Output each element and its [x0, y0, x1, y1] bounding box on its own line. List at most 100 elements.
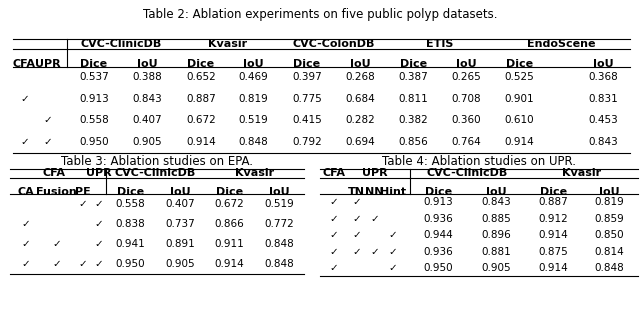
Text: 0.913: 0.913	[79, 94, 109, 104]
Text: 0.387: 0.387	[399, 72, 428, 82]
Text: ✓: ✓	[20, 137, 29, 147]
Text: Dice: Dice	[506, 59, 533, 69]
Text: ✓: ✓	[330, 230, 339, 240]
Text: ✓: ✓	[352, 247, 361, 257]
Text: ✓: ✓	[79, 199, 88, 209]
Text: IoU: IoU	[269, 187, 289, 197]
Text: UPR: UPR	[86, 168, 112, 178]
Text: 0.838: 0.838	[116, 219, 145, 229]
Text: 0.848: 0.848	[264, 239, 294, 249]
Text: CFA: CFA	[323, 168, 346, 178]
Text: TN: TN	[348, 187, 365, 197]
Text: 0.775: 0.775	[292, 94, 322, 104]
Text: EndoScene: EndoScene	[527, 39, 596, 49]
Text: 0.694: 0.694	[345, 137, 374, 147]
Text: ✓: ✓	[21, 239, 30, 249]
Text: IoU: IoU	[349, 59, 370, 69]
Text: 0.843: 0.843	[589, 137, 618, 147]
Text: 0.901: 0.901	[505, 94, 534, 104]
Text: 0.912: 0.912	[539, 214, 568, 224]
Text: 0.950: 0.950	[116, 259, 145, 269]
Text: 0.913: 0.913	[424, 197, 453, 207]
Text: 0.652: 0.652	[186, 72, 216, 82]
Text: 0.737: 0.737	[165, 219, 195, 229]
Text: IoU: IoU	[137, 59, 157, 69]
Text: ✓: ✓	[52, 259, 61, 269]
Text: ✓: ✓	[330, 247, 339, 257]
Text: 0.772: 0.772	[264, 219, 294, 229]
Text: 0.887: 0.887	[539, 197, 568, 207]
Text: 0.265: 0.265	[451, 72, 481, 82]
Text: Dice: Dice	[540, 187, 567, 197]
Text: 0.911: 0.911	[215, 239, 244, 249]
Text: 0.407: 0.407	[132, 115, 162, 126]
Text: 0.469: 0.469	[239, 72, 268, 82]
Text: 0.905: 0.905	[481, 263, 511, 273]
Text: UPR: UPR	[362, 168, 388, 178]
Text: 0.850: 0.850	[595, 230, 624, 240]
Text: Dice: Dice	[188, 59, 214, 69]
Text: 0.558: 0.558	[79, 115, 109, 126]
Text: 0.684: 0.684	[345, 94, 374, 104]
Text: 0.415: 0.415	[292, 115, 322, 126]
Text: 0.859: 0.859	[595, 214, 624, 224]
Text: 0.519: 0.519	[239, 115, 268, 126]
Text: Dice: Dice	[400, 59, 427, 69]
Text: ✓: ✓	[352, 230, 361, 240]
Text: IoU: IoU	[243, 59, 264, 69]
Text: 0.881: 0.881	[481, 247, 511, 257]
Text: 0.848: 0.848	[264, 259, 294, 269]
Text: 0.453: 0.453	[589, 115, 618, 126]
Text: 0.914: 0.914	[186, 137, 216, 147]
Text: 0.885: 0.885	[481, 214, 511, 224]
Text: UPR: UPR	[35, 59, 60, 69]
Text: 0.866: 0.866	[215, 219, 244, 229]
Text: 0.268: 0.268	[345, 72, 374, 82]
Text: Table 3: Ablation studies on EPA.: Table 3: Ablation studies on EPA.	[61, 155, 253, 168]
Text: 0.843: 0.843	[132, 94, 162, 104]
Text: 0.950: 0.950	[424, 263, 453, 273]
Text: 0.848: 0.848	[239, 137, 268, 147]
Text: CVC-ColonDB: CVC-ColonDB	[292, 39, 374, 49]
Text: 0.407: 0.407	[165, 199, 195, 209]
Text: 0.856: 0.856	[399, 137, 428, 147]
Text: CFA: CFA	[13, 59, 36, 69]
Text: 0.811: 0.811	[399, 94, 428, 104]
Text: Kvasir: Kvasir	[235, 168, 274, 178]
Text: NN: NN	[365, 187, 383, 197]
Text: 0.360: 0.360	[451, 115, 481, 126]
Text: ✓: ✓	[21, 219, 30, 229]
Text: 0.887: 0.887	[186, 94, 216, 104]
Text: 0.525: 0.525	[505, 72, 534, 82]
Text: Dice: Dice	[294, 59, 321, 69]
Text: ✓: ✓	[20, 94, 29, 104]
Text: Dice: Dice	[425, 187, 452, 197]
Text: 0.914: 0.914	[539, 230, 568, 240]
Text: 0.905: 0.905	[165, 259, 195, 269]
Text: IoU: IoU	[599, 187, 620, 197]
Text: ✓: ✓	[388, 247, 397, 257]
Text: ✓: ✓	[95, 239, 104, 249]
Text: PE: PE	[76, 187, 91, 197]
Text: 0.936: 0.936	[424, 247, 453, 257]
Text: 0.672: 0.672	[215, 199, 244, 209]
Text: Kvasir: Kvasir	[562, 168, 601, 178]
Text: CVC-ClinicDB: CVC-ClinicDB	[115, 168, 196, 178]
Text: IoU: IoU	[593, 59, 614, 69]
Text: ✓: ✓	[330, 214, 339, 224]
Text: ✓: ✓	[95, 199, 104, 209]
Text: 0.397: 0.397	[292, 72, 322, 82]
Text: 0.914: 0.914	[505, 137, 534, 147]
Text: ✓: ✓	[21, 259, 30, 269]
Text: 0.819: 0.819	[239, 94, 268, 104]
Text: Table 2: Ablation experiments on five public polyp datasets.: Table 2: Ablation experiments on five pu…	[143, 8, 497, 21]
Text: 0.914: 0.914	[215, 259, 244, 269]
Text: 0.708: 0.708	[451, 94, 481, 104]
Text: ✓: ✓	[330, 263, 339, 273]
Text: 0.282: 0.282	[345, 115, 374, 126]
Text: ETIS: ETIS	[426, 39, 453, 49]
Text: Table 4: Ablation studies on UPR.: Table 4: Ablation studies on UPR.	[382, 155, 576, 168]
Text: 0.764: 0.764	[451, 137, 481, 147]
Text: 0.368: 0.368	[589, 72, 618, 82]
Text: CFA: CFA	[43, 168, 66, 178]
